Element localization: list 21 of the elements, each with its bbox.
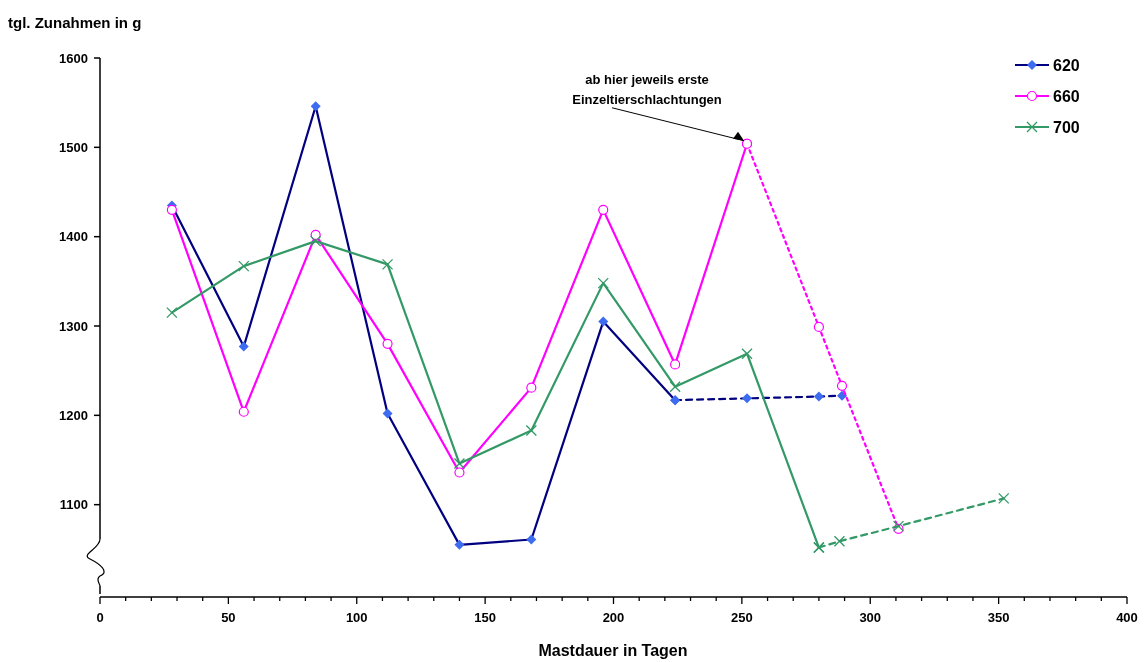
x-tick-label: 100 [345,610,368,625]
x-tick-label: 250 [731,610,753,625]
x-tick-label: 350 [987,610,1010,625]
legend-label: 660 [1053,87,1080,105]
x-tick-label: 50 [221,610,236,625]
y-tick-label: 1500 [59,139,88,155]
x-axis-title: Mastdauer in Tagen [538,642,688,659]
x-tick-label: 300 [859,610,882,625]
annotation: ab hier jeweils erste Einzeltierschlachtungen [572,71,722,107]
y-axis-title: tgl. Zunahmen in g [8,14,142,31]
y-tick-label: 1300 [59,318,88,334]
x-tick-label: 150 [474,610,496,625]
x-tick-label: 0 [96,610,104,625]
legend-label: 700 [1053,118,1080,136]
x-tick-label: 200 [602,610,625,625]
y-tick-label: 1100 [59,497,88,513]
x-tick-label: 400 [1116,610,1138,625]
y-tick-label: 1600 [59,50,88,66]
legend-label: 620 [1053,56,1080,74]
y-tick-label: 1200 [59,407,88,423]
y-tick-label: 1400 [59,229,88,245]
